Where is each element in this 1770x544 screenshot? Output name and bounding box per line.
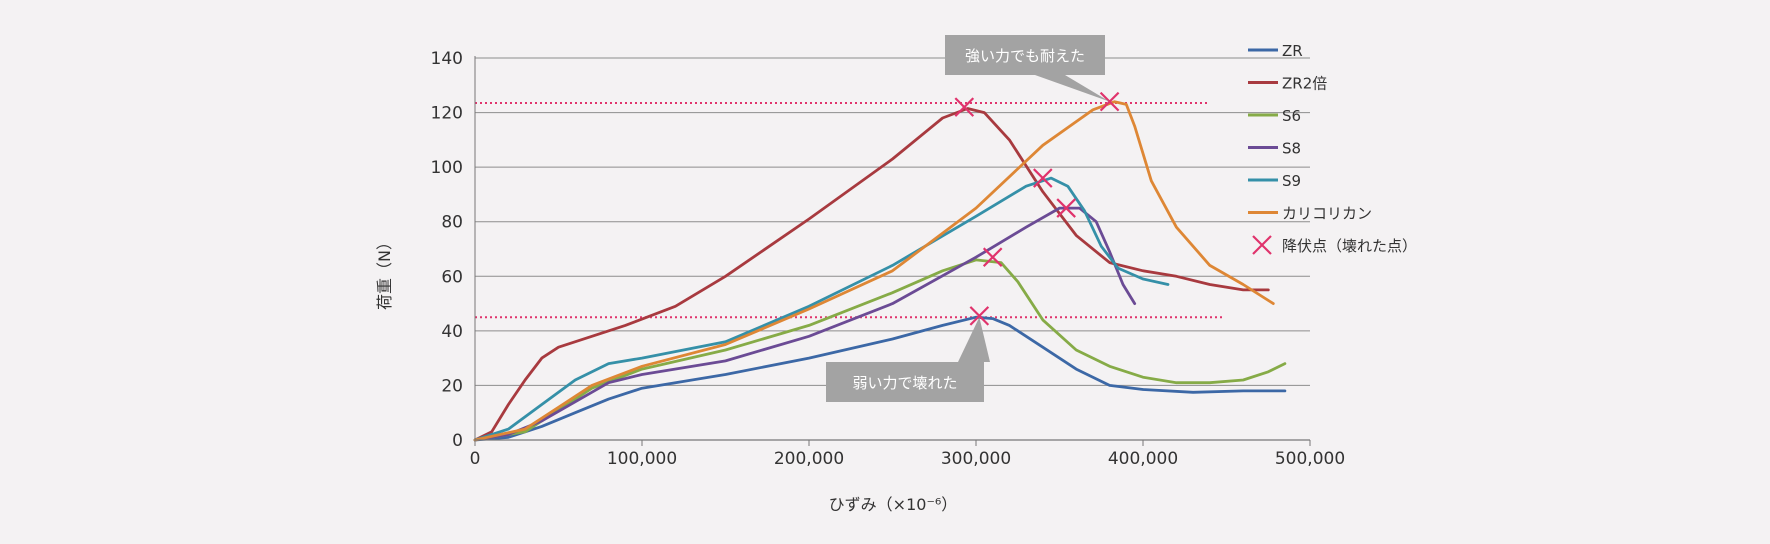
- x-tick-label: 200,000: [774, 449, 844, 469]
- yield-point-marker: [1056, 198, 1076, 218]
- legend-item: 降伏点（壊れた点）: [1252, 235, 1417, 255]
- y-tick-label: 80: [441, 213, 463, 233]
- yield-point-marker: [982, 247, 1003, 267]
- series-line-2: [473, 107, 1270, 442]
- series-line-4: [473, 206, 1137, 442]
- legend-label: ZR2倍: [1282, 75, 1327, 93]
- y-tick-label: 60: [441, 267, 463, 287]
- annotation-pointer: [958, 317, 990, 362]
- y-axis-title: 荷重（N）: [375, 234, 394, 310]
- x-tick-label: 100,000: [607, 449, 677, 469]
- legend-yield-marker: [1252, 235, 1272, 255]
- series-line-3: [473, 258, 1287, 442]
- legend-label: S6: [1282, 107, 1301, 125]
- y-tick-label: 140: [431, 49, 463, 69]
- legend-label: カリコリカン: [1282, 205, 1372, 223]
- y-tick-label: 40: [441, 322, 463, 342]
- series-line-1: [473, 315, 1287, 442]
- legend-item: S9: [1248, 172, 1301, 190]
- annotation-callout: 強い力でも耐えた: [945, 35, 1110, 102]
- yield-point-marker: [969, 306, 990, 326]
- y-tick-label: 20: [441, 376, 463, 396]
- x-tick-label: 0: [470, 449, 481, 469]
- legend-item: S6: [1248, 107, 1301, 125]
- legend-label: 降伏点（壊れた点）: [1282, 237, 1417, 255]
- legend-item: ZR2倍: [1248, 75, 1327, 93]
- annotation-box: [945, 35, 1105, 75]
- yield-marker-stroke: [1056, 198, 1076, 218]
- annotation-callout: 弱い力で壊れた: [826, 317, 990, 402]
- annotation-pointer: [1035, 75, 1110, 102]
- series-line-6: [473, 100, 1275, 442]
- y-tick-label: 120: [431, 104, 463, 124]
- yield-marker-stroke: [1033, 168, 1053, 188]
- x-axis-title: ひずみ（×10⁻⁶）: [829, 495, 958, 514]
- annotation-box: [826, 362, 984, 402]
- y-tick-label: 100: [431, 158, 463, 178]
- x-tick-label: 400,000: [1108, 449, 1178, 469]
- yield-marker-stroke: [982, 247, 1003, 267]
- yield-point-marker: [954, 97, 975, 117]
- yield-point-marker: [1033, 168, 1053, 188]
- legend-label: S8: [1282, 140, 1301, 158]
- yield-marker-stroke: [954, 97, 975, 117]
- legend-item: ZR: [1248, 42, 1303, 60]
- yield-marker-stroke: [969, 306, 990, 326]
- annotation-text: 強い力でも耐えた: [965, 47, 1085, 65]
- annotation-text: 弱い力で壊れた: [852, 374, 957, 392]
- y-tick-label: 0: [452, 431, 463, 451]
- legend-item: S8: [1248, 140, 1301, 158]
- x-tick-label: 500,000: [1275, 449, 1345, 469]
- legend-label: S9: [1282, 172, 1301, 190]
- legend-label: ZR: [1282, 42, 1303, 60]
- legend-item: カリコリカン: [1248, 205, 1372, 223]
- x-tick-label: 300,000: [941, 449, 1011, 469]
